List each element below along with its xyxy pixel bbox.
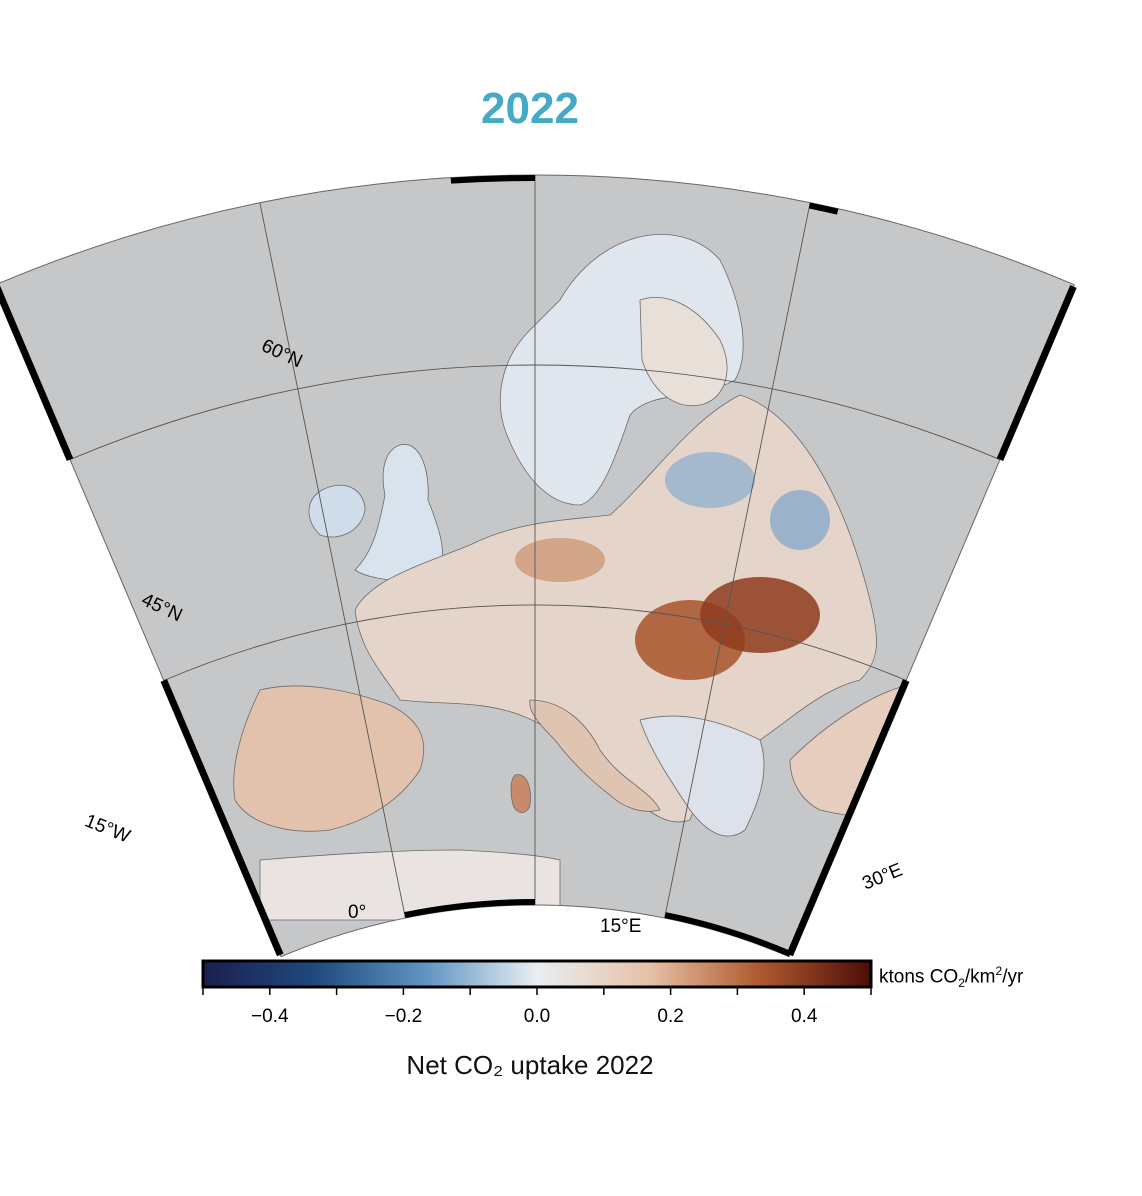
frame-outline: [0, 174, 1075, 958]
land-north-africa: [259, 849, 561, 921]
lon-label-0: 0°: [348, 902, 366, 923]
hotspot-romania: [700, 577, 820, 653]
lon-label-15e: 15°E: [600, 916, 641, 937]
map-frame: [0, 174, 1077, 958]
frame-top-mid: [450, 175, 536, 184]
land-sardinia: [510, 774, 531, 813]
colorbar-ticks: −0.4 −0.2 0.0 0.2 0.4: [202, 987, 872, 1027]
land-italy: [529, 699, 661, 812]
coolspot-baltic: [665, 452, 755, 508]
colorbar-tick-label: 0.2: [657, 1006, 683, 1027]
colorbar-tick-label: 0.4: [791, 1006, 818, 1027]
frame-left-lower: [160, 679, 284, 957]
land-ireland: [308, 484, 366, 538]
lon-label-30e: 30°E: [859, 860, 905, 895]
graticule: [69, 175, 1001, 919]
land-scandinavia: [499, 234, 744, 506]
frame-right-lower: [786, 679, 910, 957]
colorbar-unit-label: ktons CO2/km2/yr: [879, 964, 1024, 991]
footer-caption: Net CO₂ uptake 2022: [406, 1050, 654, 1080]
hotspot-germany: [515, 538, 605, 582]
colorbar-tick-label: −0.2: [385, 1006, 423, 1027]
map-title: 2022: [481, 84, 579, 133]
land-balkans: [639, 715, 765, 837]
frame-left-upper: [0, 285, 74, 461]
lon-label-15w: 15°W: [82, 811, 133, 848]
colorbar: −0.4 −0.2 0.0 0.2 0.4: [201, 959, 873, 1027]
colorbar-gradient: [201, 959, 873, 989]
colorbar-tick-label: −0.4: [251, 1006, 289, 1027]
frame-top-right: [808, 202, 839, 215]
land-iberia: [233, 685, 424, 832]
meridian-0: [259, 202, 406, 919]
coolspot-belarus: [770, 490, 830, 550]
meridian-2: [664, 202, 811, 919]
frame-bottom-right: [664, 912, 792, 957]
frame-right-upper: [996, 285, 1077, 461]
colorbar-tick-label: 0.0: [524, 1006, 550, 1027]
land-finland: [639, 297, 728, 407]
frame-bottom-mid: [404, 899, 536, 919]
